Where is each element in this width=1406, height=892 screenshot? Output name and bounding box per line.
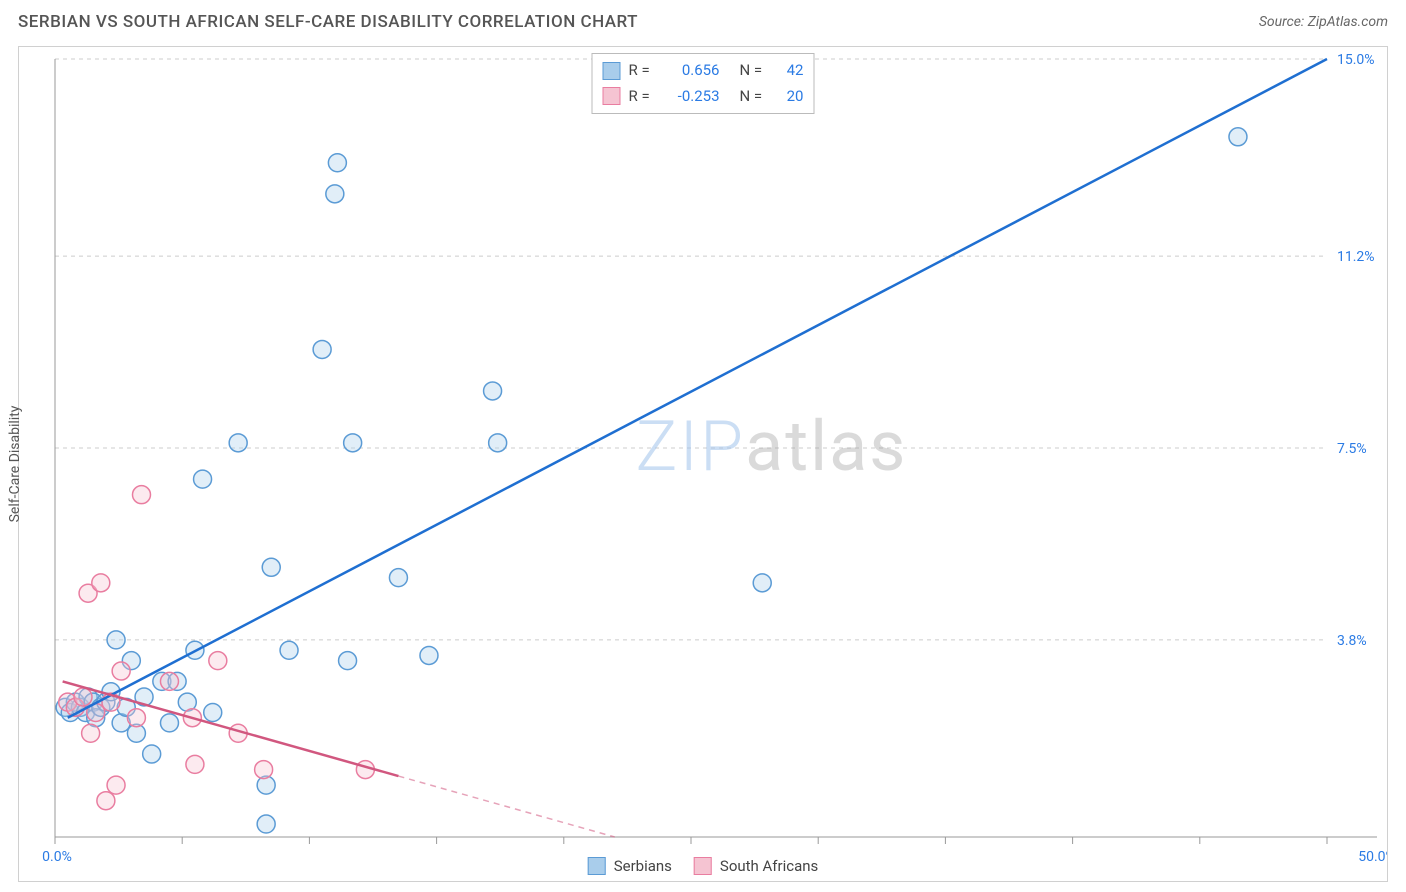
legend-swatch [588, 857, 606, 875]
svg-text:50.0%: 50.0% [1358, 849, 1387, 865]
scatter-chart: 3.8% 7.5% 11.2% 15.0% 0.0% 50.0% [19, 47, 1387, 881]
r-value: -0.253 [665, 84, 720, 110]
svg-text:3.8%: 3.8% [1337, 633, 1367, 649]
series-legend: Serbians South Africans [588, 857, 819, 875]
r-label: R = [629, 58, 657, 84]
svg-text:11.2%: 11.2% [1337, 249, 1375, 265]
legend-row: R = 0.656 N = 42 [603, 58, 804, 84]
series-legend-item: South Africans [694, 857, 818, 875]
n-value: 20 [776, 84, 804, 110]
svg-text:15.0%: 15.0% [1337, 52, 1375, 68]
y-axis-label: Self-Care Disability [7, 406, 23, 523]
r-label: R = [629, 84, 657, 110]
series-label: Serbians [614, 857, 672, 875]
r-value: 0.656 [665, 58, 720, 84]
svg-text:0.0%: 0.0% [42, 849, 72, 865]
header: SERBIAN VS SOUTH AFRICAN SELF-CARE DISAB… [0, 0, 1406, 40]
series-label: South Africans [720, 857, 818, 875]
legend-swatch [694, 857, 712, 875]
n-value: 42 [776, 58, 804, 84]
correlation-legend: R = 0.656 N = 42 R = -0.253 N = 20 [592, 53, 815, 114]
legend-swatch [603, 62, 621, 80]
chart-container: Self-Care Disability 3.8%7.5%11.2%15.0%0… [18, 46, 1388, 882]
legend-row: R = -0.253 N = 20 [603, 84, 804, 110]
n-label: N = [740, 84, 768, 110]
series-legend-item: Serbians [588, 857, 672, 875]
svg-text:7.5%: 7.5% [1337, 441, 1367, 457]
legend-swatch [603, 87, 621, 105]
chart-title: SERBIAN VS SOUTH AFRICAN SELF-CARE DISAB… [18, 12, 638, 32]
source-attribution: Source: ZipAtlas.com [1259, 14, 1388, 30]
n-label: N = [740, 58, 768, 84]
